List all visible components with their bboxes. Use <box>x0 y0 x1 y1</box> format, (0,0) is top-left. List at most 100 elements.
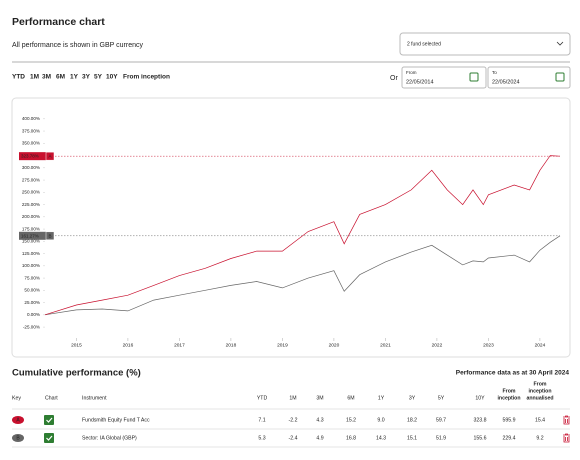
key-badge <box>12 434 24 442</box>
x-tick-label: 2024 <box>535 342 546 348</box>
table-value: 4.9 <box>316 435 323 441</box>
currency-note: All performance is shown in GBP currency <box>12 42 143 49</box>
table-value: 18.2 <box>407 417 417 423</box>
delete-icon[interactable] <box>563 433 570 443</box>
y-tick-label: 75.00% <box>24 275 40 280</box>
to-label: To <box>492 70 497 75</box>
y-tick-label: 225.00% <box>22 202 40 207</box>
table-title: Cumulative performance (%) <box>12 368 141 379</box>
y-tick-label: 25.00% <box>24 300 40 305</box>
y-tick-label: 375.00% <box>22 128 40 133</box>
chart: -25.00% 0.00% 25.00% 50.00% 75.00% 100.00% 125… <box>19 116 561 348</box>
column-header: 3Y <box>409 395 416 401</box>
checkmark <box>46 435 53 441</box>
or-label: Or <box>390 75 398 82</box>
checkmark <box>46 417 53 423</box>
period-button[interactable]: 1Y <box>70 74 79 81</box>
table-value: 7.1 <box>258 417 265 423</box>
series-line <box>44 155 561 316</box>
table-value: -2.2 <box>289 417 298 423</box>
y-tick-label: 50.00% <box>24 288 40 293</box>
series-key: A <box>48 154 51 159</box>
x-tick-label: 2019 <box>277 342 288 348</box>
chart-checkbox[interactable] <box>44 433 54 443</box>
table-value: 9.0 <box>377 417 384 423</box>
chart-frame <box>11 97 571 358</box>
y-tick-label: -25.00% <box>23 324 40 329</box>
current-value-label: 323.78% <box>21 154 39 159</box>
period-button[interactable]: 5Y <box>94 74 103 81</box>
table-value: 51.9 <box>436 435 446 441</box>
table-value: 5.3 <box>258 435 265 441</box>
column-header: 3M <box>316 395 323 401</box>
y-tick-label: 300.00% <box>22 165 40 170</box>
x-tick-label: 2022 <box>432 342 443 348</box>
fund-dropdown-text: 2 fund selected <box>407 41 441 47</box>
page-title: Performance chart <box>12 16 105 28</box>
y-tick-label: 200.00% <box>22 214 40 219</box>
period-button[interactable]: 1M <box>30 74 39 81</box>
current-value-label: 161.27% <box>21 233 39 238</box>
chart-checkbox[interactable] <box>44 415 54 425</box>
period-button[interactable]: YTD <box>12 74 25 81</box>
delete-icon[interactable] <box>563 415 570 425</box>
y-tick-label: 0.00% <box>27 312 40 317</box>
series-key-box <box>45 231 55 241</box>
table-value: 4.3 <box>316 417 323 423</box>
from-date: 22/05/2014 <box>406 79 434 85</box>
x-tick-label: 2015 <box>71 342 82 348</box>
table-value: 9.2 <box>536 435 543 441</box>
period-buttons: YTD 1M 3M 6M 1Y 3Y 5Y 10Y From inception <box>12 74 170 81</box>
y-tick-label: 175.00% <box>22 226 40 231</box>
chevron <box>556 41 564 46</box>
table-value: 229.4 <box>503 435 516 441</box>
column-header: Chart <box>45 395 58 401</box>
table-value: 59.7 <box>436 417 446 423</box>
period-button[interactable]: 3Y <box>82 74 91 81</box>
y-tick-label: 400.00% <box>22 116 40 121</box>
y-tick-label: 125.00% <box>22 251 40 256</box>
column-header: 1M <box>289 395 296 401</box>
from-date-input[interactable] <box>401 66 487 89</box>
period-button[interactable]: From inception <box>123 74 170 81</box>
y-tick-label: 100.00% <box>22 263 40 268</box>
current-value-box <box>19 231 46 240</box>
series-key-box <box>45 151 55 161</box>
column-header: 10Y <box>475 395 485 401</box>
to-date-input[interactable] <box>487 66 571 89</box>
column-header: inception <box>528 388 551 394</box>
calendar-icon[interactable] <box>555 72 565 82</box>
table-value: 16.8 <box>346 435 356 441</box>
period-button[interactable]: 3M <box>42 74 51 81</box>
x-tick-label: 2018 <box>226 342 237 348</box>
period-button[interactable]: 6M <box>56 74 65 81</box>
instrument-name: Fundsmith Equity Fund T Acc <box>82 417 150 423</box>
y-tick-label: 250.00% <box>22 190 40 195</box>
period-button[interactable]: 10Y <box>106 74 118 81</box>
instrument-name: Sector: IA Global (GBP) <box>82 435 137 441</box>
column-header: From <box>534 381 547 387</box>
column-header: Instrument <box>82 395 107 401</box>
table-value: 15.1 <box>407 435 417 441</box>
table-value: 14.3 <box>376 435 386 441</box>
current-value-box <box>19 152 46 161</box>
calendar-icon[interactable] <box>469 72 479 82</box>
table-value: 155.6 <box>474 435 487 441</box>
table-value: 595.9 <box>503 417 516 423</box>
table-value: 15.4 <box>535 417 545 423</box>
x-tick-label: 2017 <box>174 342 185 348</box>
column-header: YTD <box>257 395 268 401</box>
to-date: 22/05/2024 <box>492 79 520 85</box>
table-value: 15.2 <box>346 417 356 423</box>
table-value: 323.8 <box>474 417 487 423</box>
x-tick-label: 2020 <box>329 342 340 348</box>
y-tick-label: 350.00% <box>22 141 40 146</box>
key-letter: A <box>16 418 20 424</box>
column-header: inception <box>497 395 520 401</box>
series-key: B <box>48 233 51 238</box>
performance-table: Key Chart Instrument YTD 1M 3M 6M 1Y 3Y 5Y 10Y From… <box>12 381 570 448</box>
from-label: From <box>406 70 417 75</box>
fund-dropdown[interactable] <box>399 32 571 56</box>
y-tick-label: 275.00% <box>22 177 40 182</box>
